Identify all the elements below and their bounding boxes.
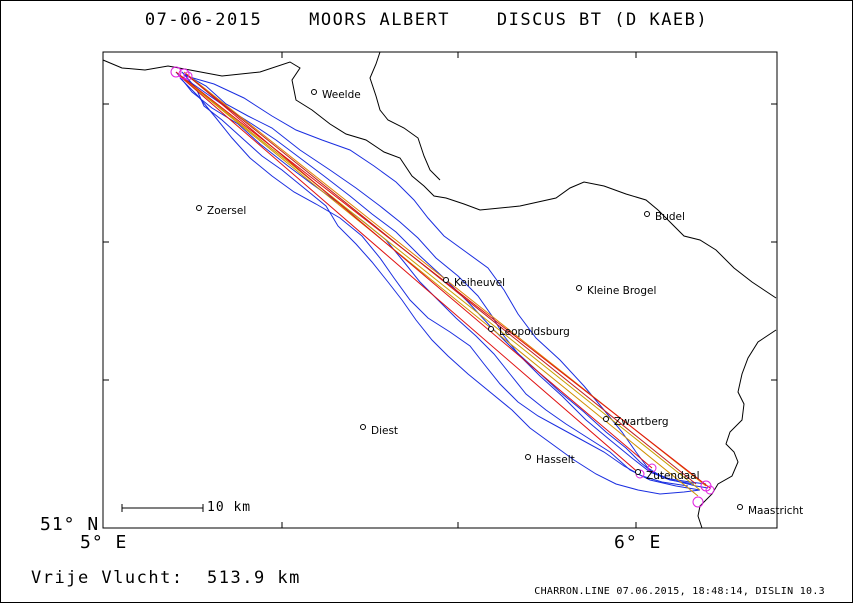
longitude-label-5e: 5° E bbox=[80, 532, 128, 553]
latitude-label: 51° N bbox=[40, 514, 100, 535]
optimal-route-lines bbox=[175, 71, 711, 497]
city-label-zoersel: Zoersel bbox=[207, 205, 247, 217]
city-label-maastricht: Maastricht bbox=[748, 505, 804, 517]
country-border bbox=[102, 59, 777, 299]
country-border-south bbox=[697, 329, 777, 529]
plot-border bbox=[102, 51, 778, 529]
city-label-budel: Budel bbox=[655, 211, 685, 223]
scale-bar-label: 10 km bbox=[207, 500, 252, 515]
city-label-diest: Diest bbox=[371, 425, 399, 437]
flight-tracks bbox=[175, 71, 709, 495]
page-title: 07-06-2015 MOORS ALBERT DISCUS BT (D KAE… bbox=[144, 10, 709, 30]
distance-summary: Vrije Vlucht: 513.9 km bbox=[31, 568, 301, 588]
software-credit: CHARRON.LINE 07.06.2015, 18:48:14, DISLI… bbox=[534, 586, 825, 597]
city-label-leopoldsburg: Leopoldsburg bbox=[499, 326, 570, 338]
country-border-east bbox=[369, 51, 441, 181]
city-label-keiheuvel: Keiheuvel bbox=[454, 277, 506, 289]
city-label-zwartberg: Zwartberg bbox=[614, 416, 669, 428]
city-label-hasselt: Hasselt bbox=[536, 454, 575, 466]
scale-bar bbox=[121, 504, 204, 512]
city-label-zutendaal: Zutendaal bbox=[646, 470, 700, 482]
longitude-label-6e: 6° E bbox=[614, 532, 662, 553]
city-markers bbox=[196, 89, 743, 510]
axis-ticks bbox=[103, 52, 777, 528]
city-label-weelde: Weelde bbox=[322, 89, 361, 101]
city-label-kleine-brogel: Kleine Brogel bbox=[587, 285, 657, 297]
